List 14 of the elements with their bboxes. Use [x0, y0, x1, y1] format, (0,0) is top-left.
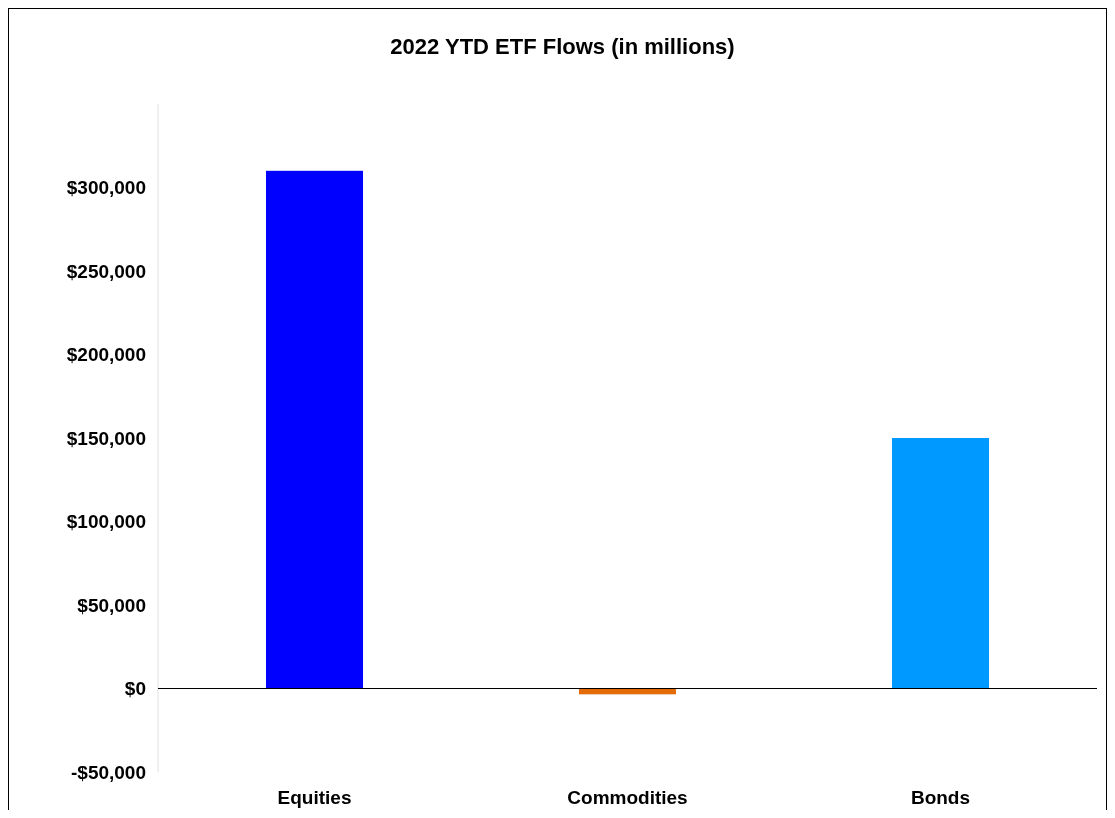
- y-tick-label: $150,000: [66, 427, 146, 449]
- y-tick-label: $50,000: [77, 594, 146, 616]
- x-tick-label: Commodities: [567, 787, 688, 808]
- bar: [891, 438, 990, 689]
- bar: [265, 170, 364, 689]
- chart-title: 2022 YTD ETF Flows (in millions): [390, 34, 735, 59]
- y-tick-label: -$50,000: [70, 761, 146, 783]
- x-tick-label: Equities: [277, 787, 352, 808]
- y-tick-label: $250,000: [66, 260, 146, 282]
- y-tick-label: $100,000: [66, 511, 146, 533]
- y-tick-label: $300,000: [66, 177, 146, 199]
- y-tick-label: $200,000: [66, 344, 146, 366]
- x-tick-label: Bonds: [910, 787, 971, 808]
- y-tick-label: $0: [124, 678, 146, 700]
